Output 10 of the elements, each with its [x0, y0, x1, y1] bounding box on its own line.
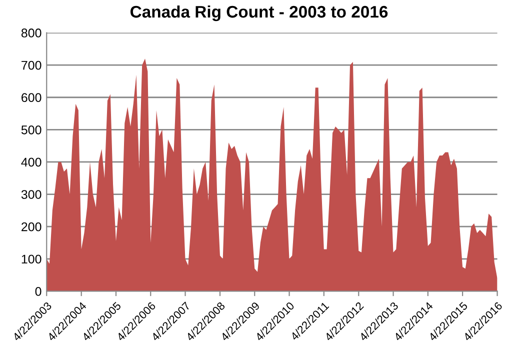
y-tick-label: 300: [21, 190, 42, 199]
y-tick-label: 600: [22, 93, 42, 102]
y-tick-label: 700: [22, 60, 42, 70]
y-tick-label: 0: [35, 287, 42, 296]
y-tick-label: 200: [22, 222, 42, 232]
y-tick-label: 500: [21, 125, 42, 134]
y-tick-label: 400: [21, 158, 42, 167]
y-tick-label: 100: [22, 254, 42, 264]
y-tick-label: 800: [21, 28, 42, 38]
chart-title: Canada Rig Count - 2003 to 2016: [130, 5, 388, 22]
